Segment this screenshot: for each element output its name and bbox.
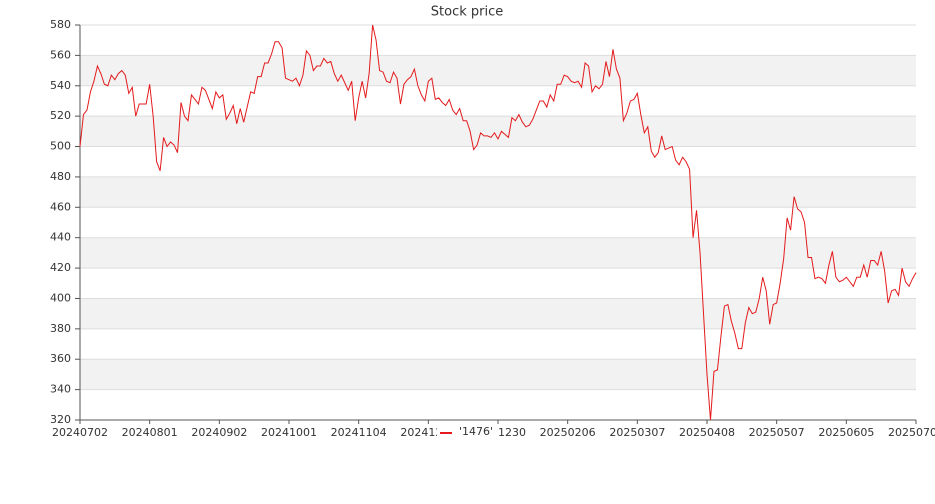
y-tick-label: 360 <box>50 352 71 365</box>
series-line <box>79 24 917 421</box>
grid-band <box>80 298 916 329</box>
y-tick-label: 580 <box>50 18 71 31</box>
grid-band <box>80 55 916 86</box>
y-tick-label: 420 <box>50 261 71 274</box>
y-tick-label: 560 <box>50 48 71 61</box>
chart-title: Stock price <box>431 5 503 20</box>
x-tick-label: 20240902 <box>191 426 247 439</box>
grid-band <box>80 176 916 208</box>
x-tick-label: 20250507 <box>749 426 805 439</box>
y-tick-label: 460 <box>50 200 71 213</box>
y-tick-label: 440 <box>50 231 71 244</box>
x-tick-label: 20250206 <box>540 426 596 439</box>
y-tick-label: 340 <box>50 383 71 396</box>
x-tick-label: 20250408 <box>679 426 735 439</box>
grid-band <box>80 237 916 269</box>
x-tick-label: 20240801 <box>122 426 178 439</box>
y-tick-label: 540 <box>50 79 71 92</box>
y-tick-label: 400 <box>50 291 71 304</box>
x-tick-label: 20240702 <box>52 426 108 439</box>
y-tick-label: 380 <box>50 322 71 335</box>
legend-box <box>437 425 499 441</box>
y-tick-label: 500 <box>50 140 71 153</box>
y-tick-label: 320 <box>50 413 71 426</box>
x-tick-label: 20250703 <box>888 426 935 439</box>
y-tick-label: 520 <box>50 109 71 122</box>
x-tick-label: 20250605 <box>818 426 874 439</box>
x-tick-label: 20250307 <box>609 426 665 439</box>
y-tick-label: 480 <box>50 170 71 183</box>
x-tick-label: 20241104 <box>331 426 387 439</box>
x-tick-label: 20241001 <box>261 426 317 439</box>
legend-label: '1476' <box>459 425 493 438</box>
grid-band <box>80 116 916 147</box>
grid-band <box>80 359 916 390</box>
